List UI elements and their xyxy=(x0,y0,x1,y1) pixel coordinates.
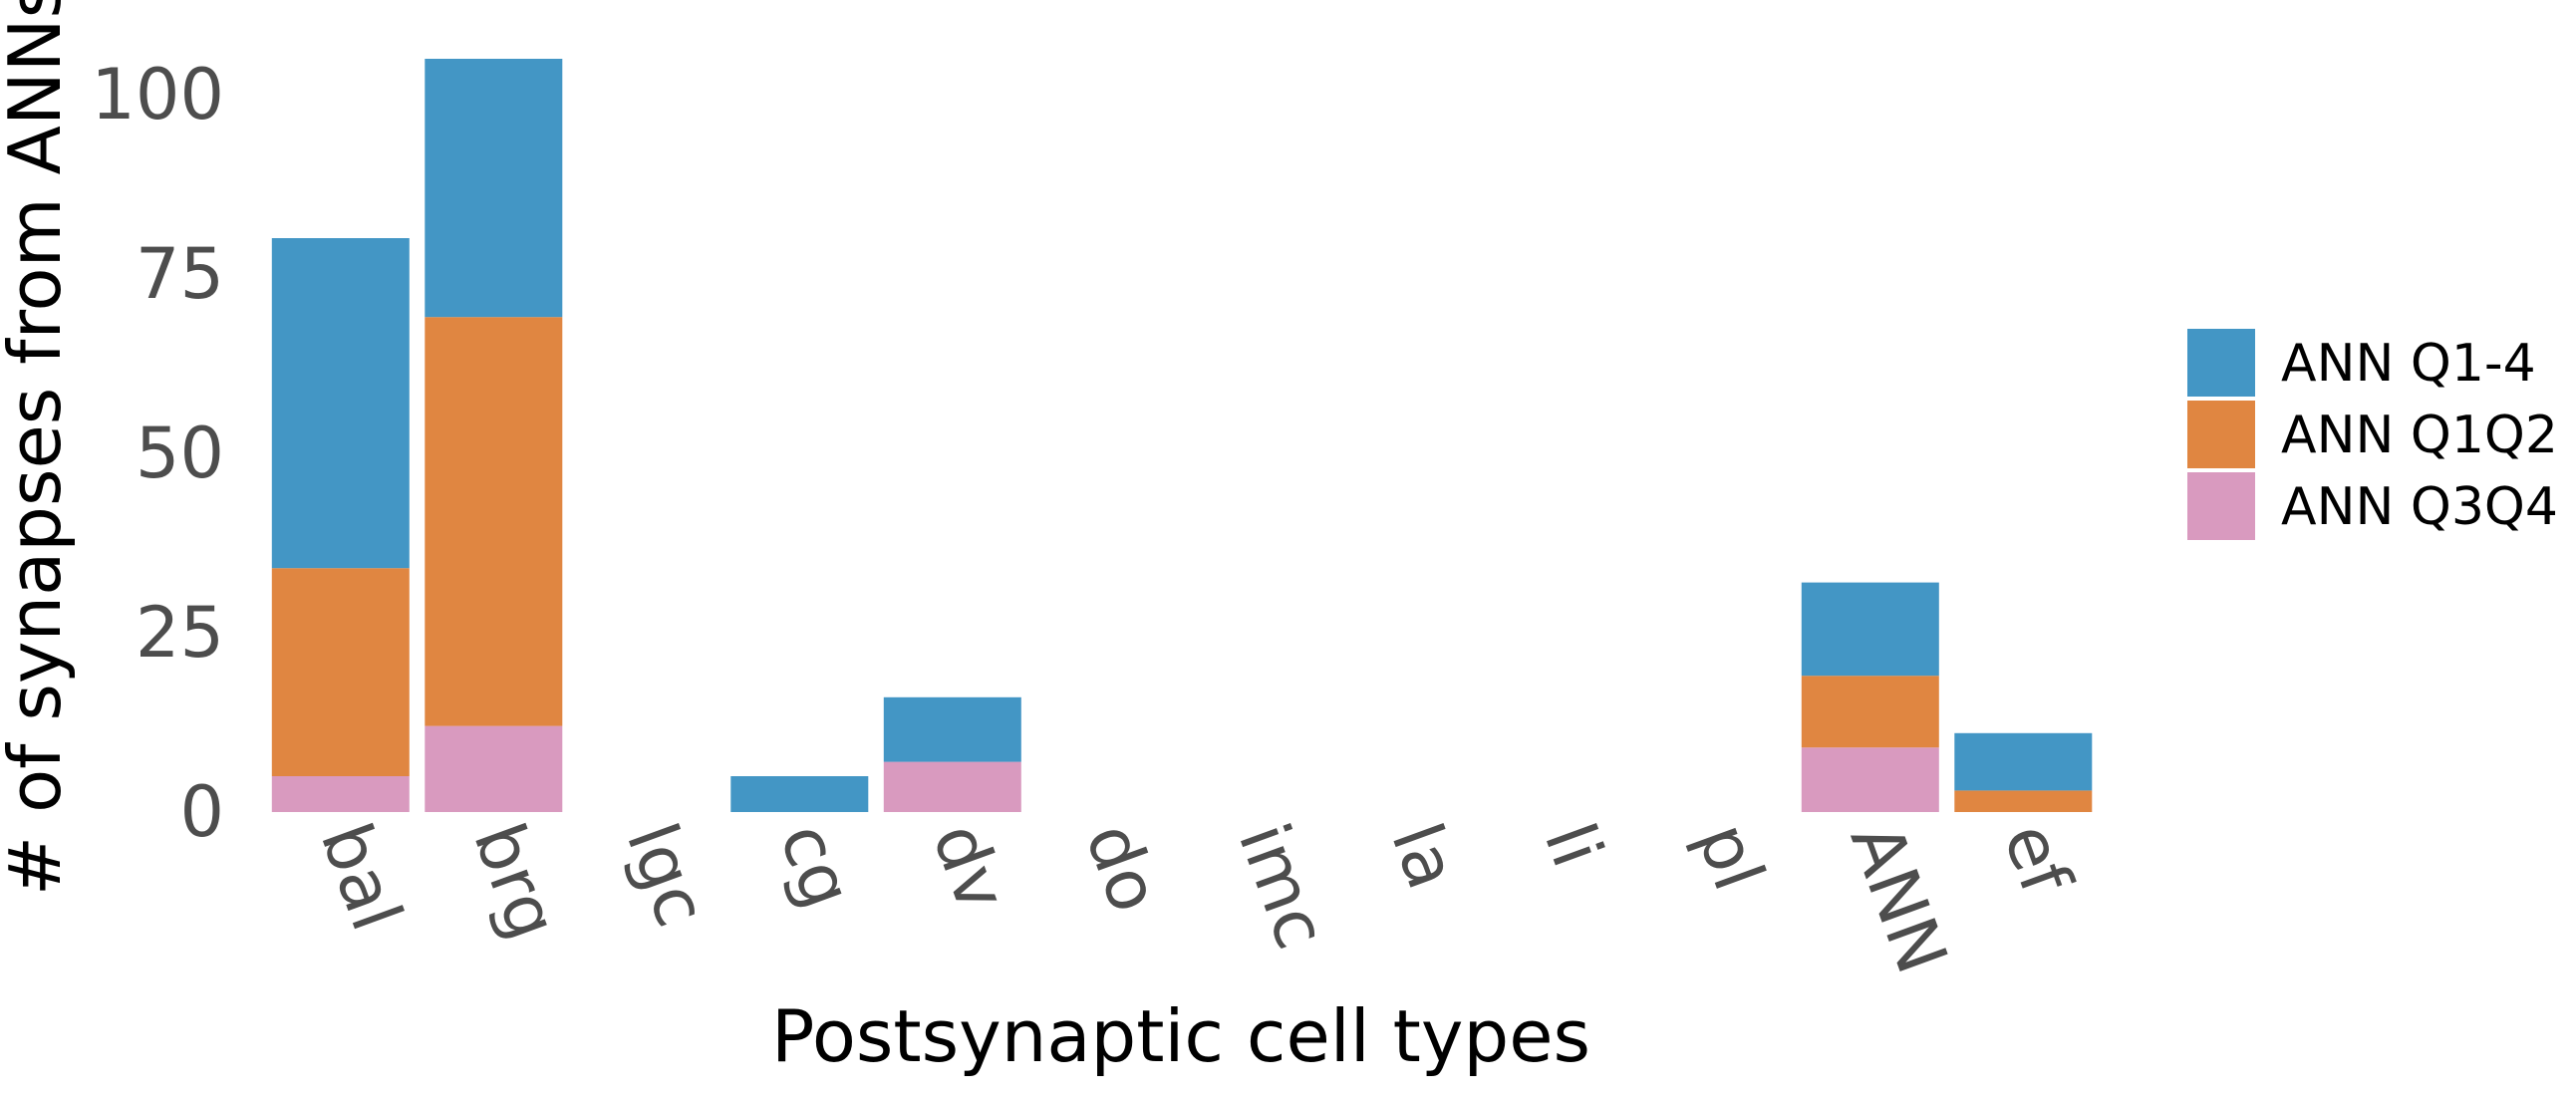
bar-ef-ann-q1q2 xyxy=(1954,790,2093,812)
x-tick-label: do xyxy=(1069,813,1176,923)
y-axis-title: # of synapses from ANNs xyxy=(0,0,77,896)
bar-cg-ann-q1-4 xyxy=(730,776,869,812)
bar-bal-ann-q1-4 xyxy=(271,238,410,569)
legend-key xyxy=(2187,472,2255,540)
x-tick-label: brg xyxy=(457,813,574,950)
legend-label: ANN Q1-4 xyxy=(2281,334,2536,394)
x-tick-label: lgc xyxy=(611,813,722,937)
y-tick-label: 25 xyxy=(136,592,224,674)
bar-bal-ann-q3q4 xyxy=(271,776,410,812)
bar-dv-ann-q3q4 xyxy=(883,761,1021,812)
x-tick-label: imc xyxy=(1223,813,1342,960)
x-tick-label: ANN xyxy=(1835,813,1963,983)
x-tick-label: la xyxy=(1375,813,1473,900)
bar-brg-ann-q3q4 xyxy=(425,725,563,812)
x-tick-label: li xyxy=(1529,813,1618,878)
bar-bal-ann-q1q2 xyxy=(271,568,410,776)
bar-dv-ann-q1-4 xyxy=(883,696,1021,762)
bar-brg-ann-q1-4 xyxy=(425,59,563,318)
y-tick-label: 100 xyxy=(91,54,224,136)
bar-ef-ann-q1-4 xyxy=(1954,732,2093,791)
x-tick-label: dv xyxy=(917,813,1022,922)
x-tick-label: bal xyxy=(305,813,419,941)
bars-layer xyxy=(271,59,2093,812)
x-tick-label: pl xyxy=(1681,813,1780,901)
bar-ANN-ann-q1-4 xyxy=(1801,582,1939,677)
legend-label: ANN Q1Q2 xyxy=(2281,406,2558,465)
legend-key xyxy=(2187,401,2255,468)
x-axis-title: Postsynaptic cell types xyxy=(771,994,1590,1078)
y-tick-label: 50 xyxy=(136,413,224,494)
legend-key xyxy=(2187,329,2255,397)
x-tick-label: ef xyxy=(1987,813,2088,906)
y-tick-label: 0 xyxy=(179,771,224,853)
bar-ANN-ann-q3q4 xyxy=(1801,747,1939,812)
legend: ANN Q1-4 ANN Q1Q2 ANN Q3Q4 xyxy=(2187,329,2558,540)
bar-brg-ann-q1q2 xyxy=(425,317,563,726)
legend-label: ANN Q3Q4 xyxy=(2281,477,2558,537)
y-axis-ticks: 0 25 50 75 100 xyxy=(91,54,224,853)
bar-ANN-ann-q1q2 xyxy=(1801,676,1939,748)
x-tick-label: cg xyxy=(763,813,868,919)
x-axis-ticks: bal brg lgc cg dv do imc la li pl ANN ef xyxy=(305,813,2088,983)
y-tick-label: 75 xyxy=(136,233,224,315)
